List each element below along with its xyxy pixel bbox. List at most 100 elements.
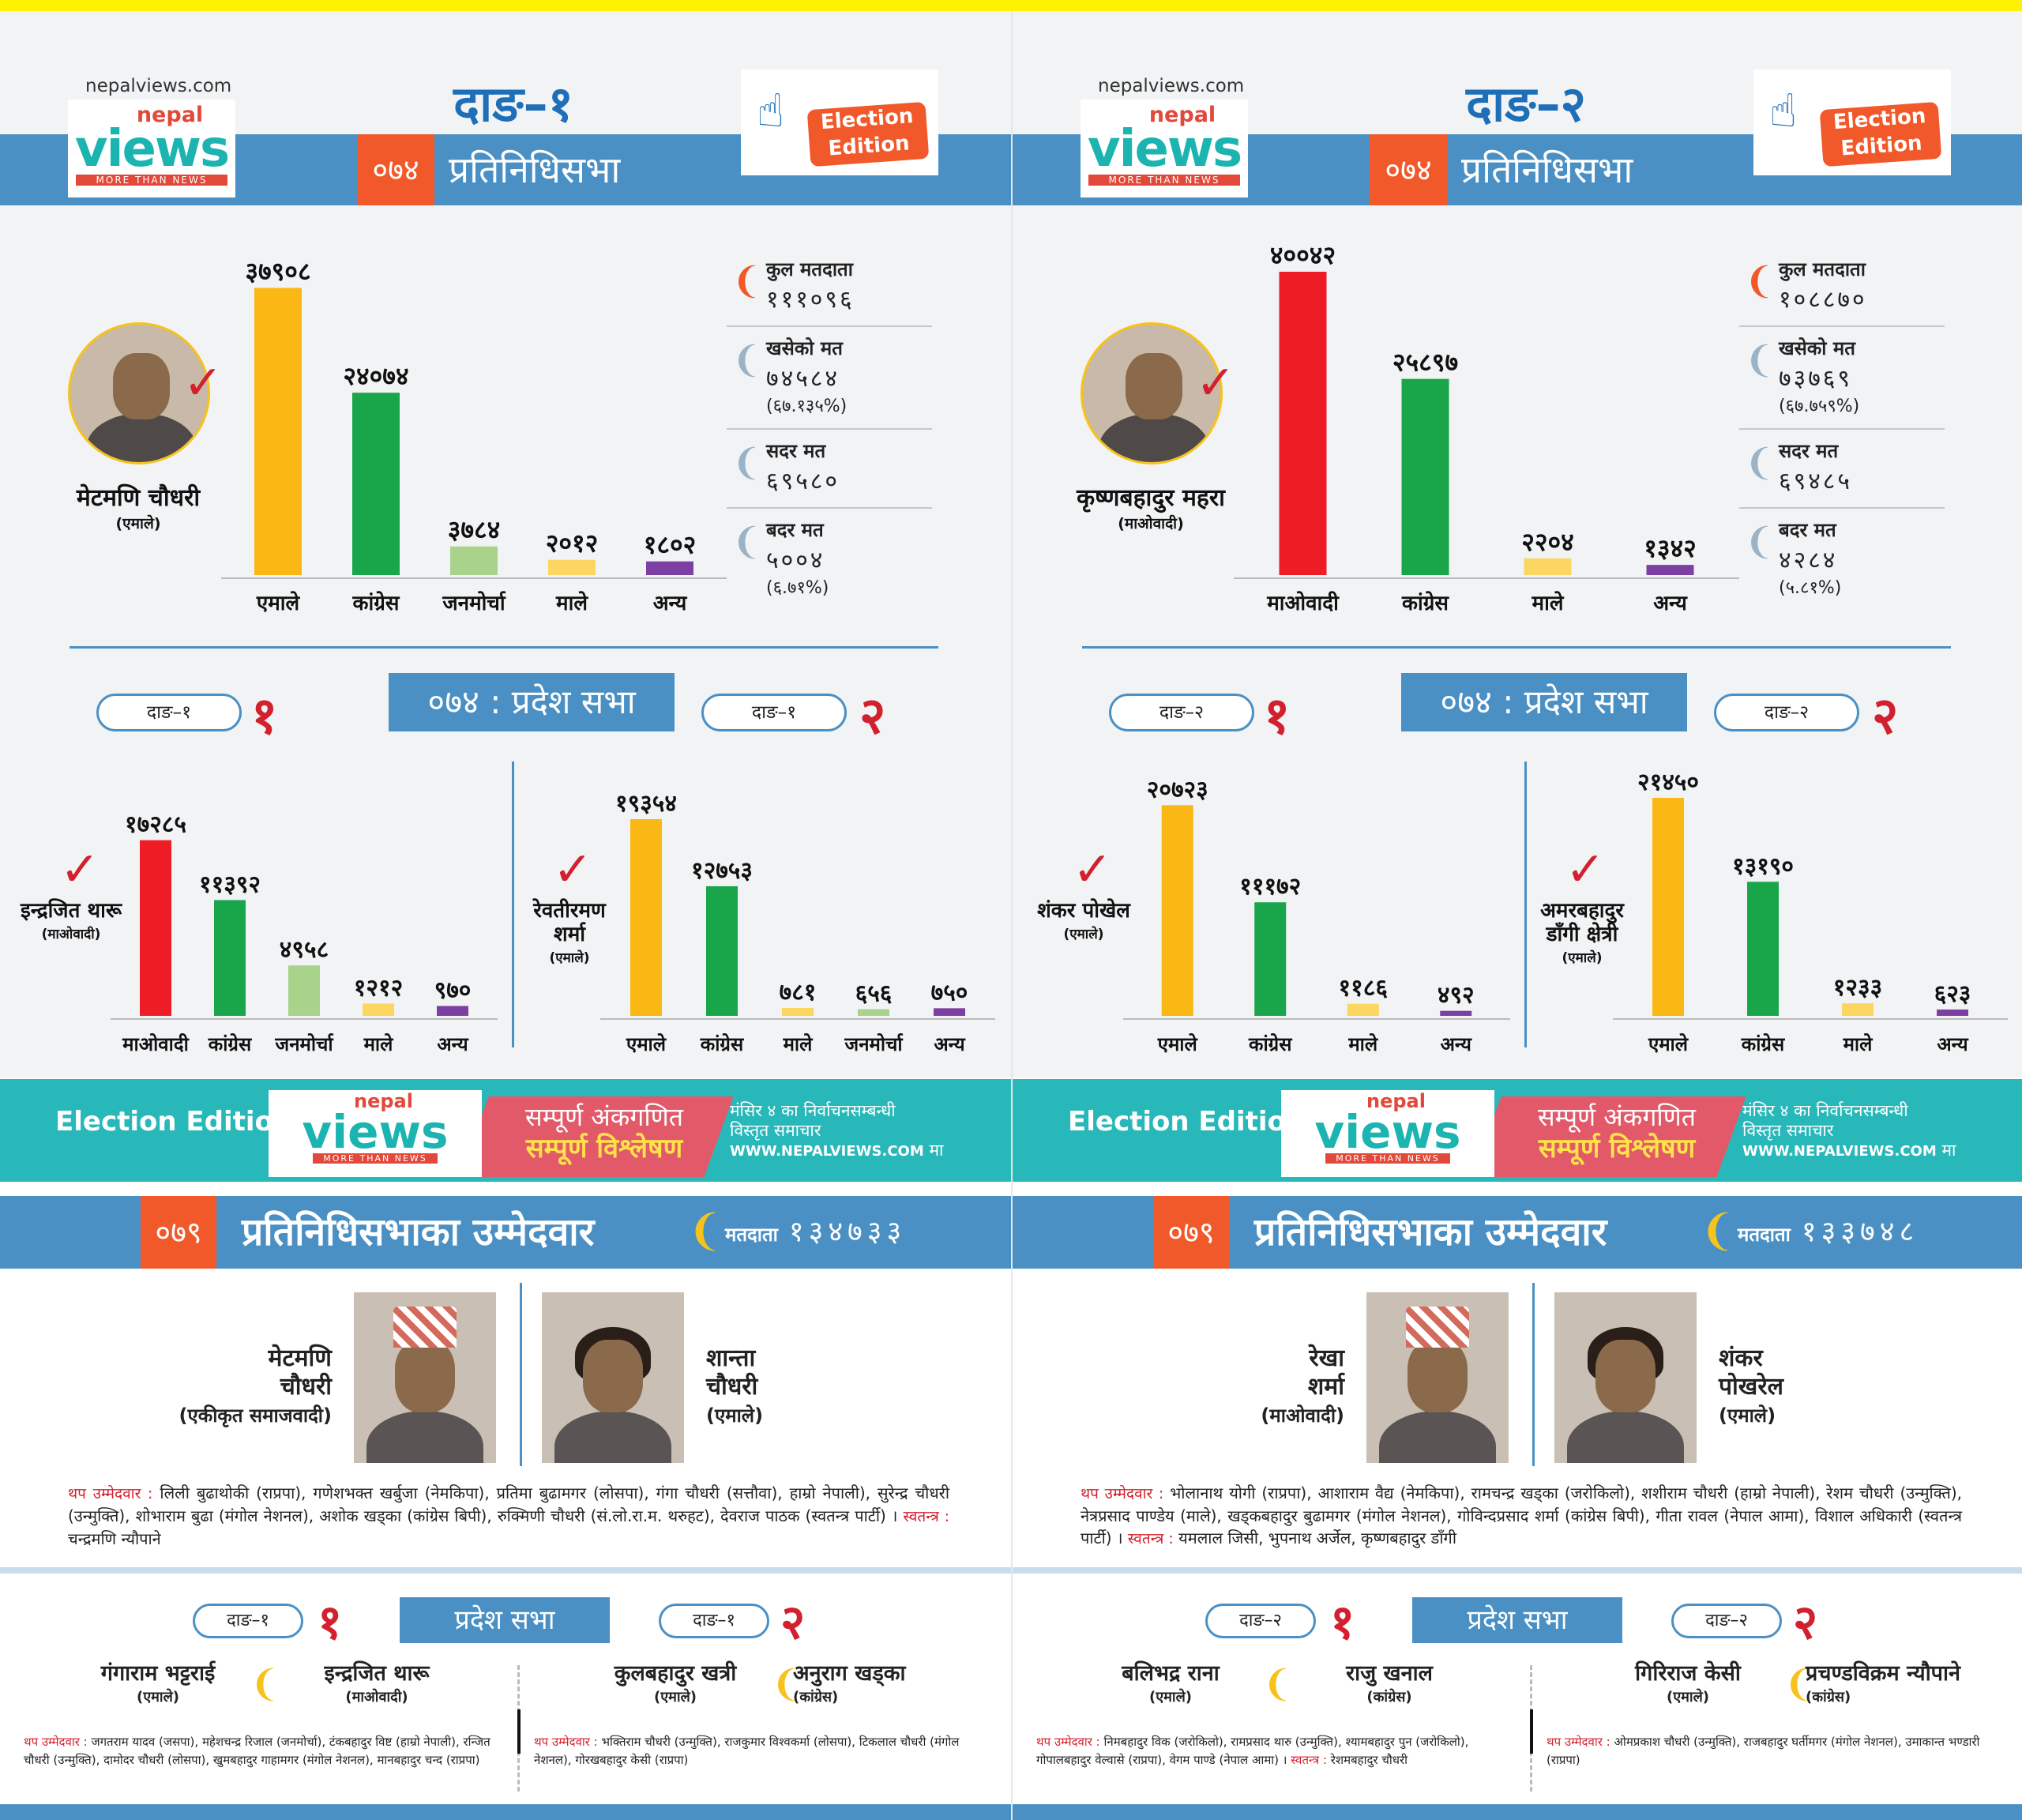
pr1-brace-icon: ❨ bbox=[1262, 1662, 1293, 1705]
pr2-b-party: (कांग्रेस) bbox=[1806, 1689, 1851, 1705]
bar-value-label: २४०७४ bbox=[343, 361, 408, 391]
bar-value-label: १७२८५ bbox=[125, 811, 186, 839]
pr2-a-name: गिरिराज केसी bbox=[1635, 1661, 1741, 1686]
brace-icon: ❨ bbox=[731, 338, 762, 381]
pr1-b-name: इन्द्रजित थारू bbox=[324, 1661, 430, 1686]
category-label: जनमोर्चा bbox=[274, 1033, 333, 1055]
pr1-indep-label: स्वतन्त्र : bbox=[1291, 1753, 1327, 1767]
candidates-divider bbox=[520, 1283, 522, 1466]
bar-value-label: ३७९०८ bbox=[245, 256, 310, 286]
pradesh2-number: २ bbox=[1872, 687, 1899, 746]
pr2-candidate-a: कुलबहादुर खत्री (एमाले) bbox=[569, 1662, 782, 1709]
pradesh2-winner-party: (एमाले) bbox=[1562, 950, 1603, 966]
pradesh2-pill: दाङ–२ bbox=[1714, 694, 1859, 731]
stat-value: ६९५८० bbox=[766, 468, 840, 495]
promo-line2: सम्पूर्ण विश्लेषण bbox=[525, 1133, 683, 1164]
promo-line1: सम्पूर्ण अंकगणित bbox=[1537, 1102, 1697, 1132]
category-label: माले bbox=[1532, 591, 1565, 615]
candidate-right-name1: शंकर bbox=[1719, 1344, 1763, 1372]
stat-percent: (६.७१%) bbox=[766, 578, 829, 598]
pr1-candidate-a: गंगाराम भट्टराई (एमाले) bbox=[63, 1662, 253, 1709]
pradesh-sabha-title: प्रदेश सभा bbox=[400, 1597, 610, 1643]
winner-photo bbox=[1081, 322, 1223, 464]
section-divider bbox=[1082, 646, 1951, 649]
stat-value: ७४५८४ bbox=[766, 365, 840, 393]
bar bbox=[646, 561, 693, 575]
hor-results-chart: ४००४२ माओवादी २५८९७ कांग्रेस २२०४ माले १३४२ अन्… bbox=[1234, 240, 1739, 615]
stat-item: ❨ बदर मत ४२८४ (५.८१%) bbox=[1739, 509, 1945, 610]
category-label: अन्य bbox=[1441, 1033, 1472, 1055]
pradesh-divider bbox=[1524, 761, 1527, 1047]
promo-logo-tagline: MORE THAN NEWS bbox=[313, 1153, 438, 1164]
pr2-others-list: भक्तिराम चौधरी (उन्मुक्ति), राजकुमार विश… bbox=[534, 1735, 960, 1767]
promo-band: Election Edition- 2079 nepal views MORE … bbox=[1013, 1079, 2022, 1182]
bar bbox=[630, 818, 662, 1016]
pradesh2-number: २ bbox=[859, 687, 886, 746]
promo-url[interactable]: WWW.NEPALVIEWS.COM bbox=[1742, 1143, 1937, 1160]
candidate-left-name1: मेटमणि bbox=[268, 1344, 332, 1372]
bar-value-label: ११८६ bbox=[1339, 975, 1388, 1002]
pradesh1-check-icon: ✓ bbox=[60, 842, 100, 897]
stat-item: ❨ सदर मत ६९५८० bbox=[727, 430, 932, 509]
bar bbox=[1524, 558, 1572, 575]
pradesh2-chart: २१४५० एमाले १३१९० कांग्रेस १२३३ माले ६२३ अन्य bbox=[1613, 769, 2008, 1055]
stat-label: बदर मत bbox=[766, 519, 824, 541]
candidate-left: रेखा शर्मा (माओवादी) bbox=[1107, 1344, 1344, 1430]
voters-label: मतदाता bbox=[725, 1224, 778, 1246]
bar bbox=[363, 1003, 394, 1016]
category-label: एमाले bbox=[256, 591, 301, 615]
promo-logo[interactable]: nepal views MORE THAN NEWS bbox=[269, 1090, 482, 1177]
bar-value-label: ४००४२ bbox=[1270, 240, 1336, 270]
brace-icon: ❨ bbox=[1744, 338, 1775, 381]
pr2-b-name: प्रचण्डविक्रम न्यौपाने bbox=[1806, 1661, 1960, 1686]
bar-value-label: ९७० bbox=[434, 977, 472, 1005]
vote-stats: ❨ कुल मतदाता १११०९६ ❨ खसेको मत ७४५८४ (६७.१३५%)… bbox=[727, 248, 932, 610]
bar-value-label: २०१२ bbox=[546, 528, 599, 558]
promo-logo-views: views bbox=[302, 1105, 449, 1159]
pradesh1-winner-name: इन्द्रजित थारू bbox=[20, 899, 122, 923]
bar bbox=[1652, 798, 1684, 1016]
site-url[interactable]: nepalviews.com bbox=[1098, 76, 1245, 96]
category-label: कांग्रेस bbox=[1741, 1033, 1785, 1055]
logo-nepal-text: nepal bbox=[1148, 103, 1216, 127]
winner-name-block: मेटमणि चौधरी (एमाले) bbox=[39, 480, 237, 533]
pr1-number: १ bbox=[1330, 1595, 1355, 1650]
candidates-year: ०७९ bbox=[141, 1196, 216, 1269]
promo-logo-tagline: MORE THAN NEWS bbox=[1325, 1153, 1450, 1164]
promo-logo[interactable]: nepal views MORE THAN NEWS bbox=[1281, 1090, 1494, 1177]
category-label: जनमोर्चा bbox=[844, 1033, 903, 1055]
bar bbox=[1161, 805, 1193, 1016]
stat-label: सदर मत bbox=[766, 440, 826, 462]
section-divider-2 bbox=[1013, 1567, 2022, 1574]
nepalviews-logo[interactable]: nepal views MORE THAN NEWS bbox=[68, 100, 235, 197]
promo-url[interactable]: WWW.NEPALVIEWS.COM bbox=[730, 1143, 924, 1160]
category-label: माले bbox=[783, 1033, 814, 1055]
pradesh-title: ०७४ : प्रदेश सभा bbox=[1401, 673, 1687, 731]
candidate-right: शान्ता चौधरी (एमाले) bbox=[706, 1344, 943, 1430]
promo-note-line1: मंसिर ४ का निर्वाचनसम्बन्धी bbox=[730, 1101, 896, 1120]
logo-views-text: views bbox=[74, 120, 230, 179]
candidates-divider bbox=[1532, 1283, 1535, 1466]
category-label: कांग्रेस bbox=[1401, 591, 1449, 615]
bar-value-label: ६५६ bbox=[855, 980, 893, 1008]
footer-bar bbox=[0, 1804, 1011, 1820]
category-label: एमाले bbox=[626, 1033, 667, 1055]
voters-label: मतदाता bbox=[1738, 1224, 1791, 1246]
section-divider-2 bbox=[0, 1567, 1011, 1574]
category-label: कांग्रेस bbox=[700, 1033, 744, 1055]
pr1-others-label: थप उम्मेदवार : bbox=[24, 1735, 88, 1749]
other-candidates-label: थप उम्मेदवार : bbox=[1081, 1485, 1164, 1502]
pr2-others: थप उम्मेदवार : ओमप्रकाश चौधरी (उन्मुक्ति… bbox=[1547, 1733, 2005, 1769]
bar bbox=[352, 393, 400, 575]
nepalviews-logo[interactable]: nepal views MORE THAN NEWS bbox=[1081, 100, 1248, 197]
candidate-left-party: (एकीकृत समाजवादी) bbox=[179, 1404, 332, 1427]
pradesh2-winner: रेवतीरमण शर्मा (एमाले) bbox=[515, 899, 624, 970]
pr2-brace-icon: ❨ bbox=[1783, 1662, 1814, 1705]
stat-label: खसेको मत bbox=[766, 337, 843, 359]
pr1-pill: दाङ–२ bbox=[1205, 1604, 1316, 1638]
pr1-others: थप उम्मेदवार : निमबहादुर विक (जरोकिलो), … bbox=[1036, 1733, 1510, 1769]
bar-value-label: २१४५० bbox=[1637, 769, 1699, 796]
pr1-pill: दाङ–१ bbox=[193, 1604, 303, 1638]
stat-label: कुल मतदाता bbox=[1779, 258, 1866, 280]
site-url[interactable]: nepalviews.com bbox=[85, 76, 232, 96]
